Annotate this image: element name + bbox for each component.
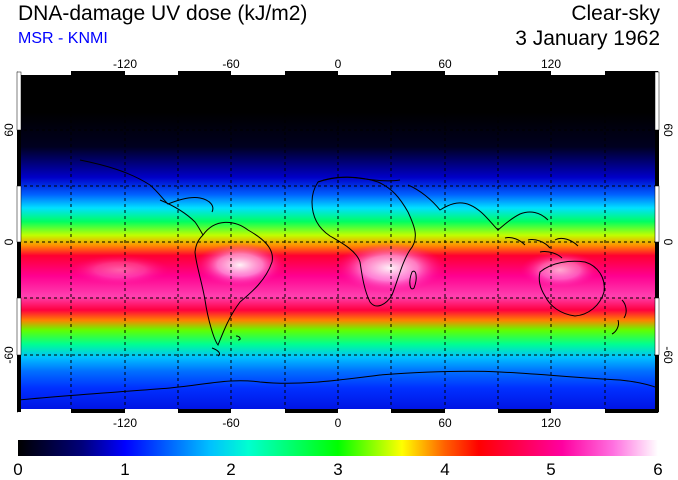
colorbar-label-1: 1 — [120, 460, 129, 479]
axis-bar-segment — [17, 130, 21, 186]
lat-label-left-0: 0 — [2, 238, 16, 245]
axis-bar-segment — [498, 409, 551, 413]
axis-bar-segment — [654, 71, 660, 131]
axis-bar-segment — [71, 409, 125, 413]
lat-label-left-60n: 60 — [2, 123, 16, 137]
uv-hotspot-australia — [520, 252, 600, 288]
lat-label-left-60s: -60 — [2, 346, 16, 364]
axis-bar-segment — [18, 409, 71, 413]
lon-label-top-0: 0 — [335, 57, 342, 71]
coastline-asia — [407, 184, 549, 231]
axis-bar-segment — [71, 71, 125, 75]
axis-bar-segment — [654, 185, 660, 243]
axis-bar-left — [16, 71, 22, 412]
coastline-north-america — [79, 159, 214, 213]
axis-bar-segment — [16, 71, 22, 131]
axis-bar-segment — [285, 409, 338, 413]
lat-label-right-60s: -60 — [661, 346, 675, 364]
axis-bar-segment — [231, 71, 285, 75]
coastline-madagascar — [409, 270, 417, 290]
axis-bar-segment — [605, 71, 658, 75]
axis-bar-segment — [18, 71, 71, 75]
coastline-africa — [311, 176, 416, 307]
axis-bar-segment — [498, 71, 551, 75]
colorbar-label-6: 6 — [653, 460, 662, 479]
axis-bar-segment — [655, 130, 659, 186]
gridlines — [18, 72, 658, 412]
axis-bar-segment — [17, 242, 21, 298]
sky-condition-label: Clear-sky — [571, 2, 660, 25]
lon-label-top-60e: 60 — [438, 57, 452, 71]
axis-bar-segment — [551, 71, 605, 75]
axis-bar-segment — [16, 185, 22, 243]
axis-bar-segment — [125, 71, 178, 75]
uv-hotspot-africa — [335, 243, 445, 293]
axis-bar-segment — [445, 409, 498, 413]
axis-bar-segment — [655, 242, 659, 298]
axis-bar-segment — [655, 355, 659, 412]
colorbar-label-5: 5 — [546, 460, 555, 479]
axis-bar-segment — [391, 409, 445, 413]
axis-bar-segment — [654, 297, 660, 356]
axis-bar-segment — [391, 71, 445, 75]
axis-bar-top — [18, 71, 658, 75]
colorbar-label-0: 0 — [13, 460, 22, 479]
colorbar-label-2: 2 — [226, 460, 235, 479]
coastline-mediterranean — [317, 176, 401, 183]
axis-bar-right — [654, 71, 660, 412]
colorbar-label-4: 4 — [440, 460, 449, 479]
coastline-antarctica — [18, 370, 658, 401]
colorbar — [18, 440, 658, 456]
axis-bar-segment — [285, 71, 338, 75]
axis-bar-bottom — [18, 409, 658, 413]
axis-bar-segment — [605, 409, 658, 413]
axis-bar-segment — [17, 355, 21, 412]
axis-bar-segment — [178, 71, 231, 75]
lon-label-bottom-60e: 60 — [438, 416, 452, 430]
axis-bar-segment — [338, 71, 391, 75]
axis-bar-segment — [16, 297, 22, 356]
coastline-new-zealand — [611, 299, 627, 335]
colorbar-label-3: 3 — [333, 460, 342, 479]
uv-hotspot-pacific — [70, 255, 170, 285]
lon-label-bottom-0: 0 — [335, 416, 342, 430]
coastline-indonesia — [504, 237, 579, 259]
lat-label-right-0: 0 — [661, 239, 675, 246]
coastlines — [18, 159, 658, 401]
axis-bar-segment — [125, 409, 178, 413]
lon-label-top-120e: 120 — [541, 57, 561, 71]
lat-label-right-60n: 60 — [661, 123, 675, 137]
lon-label-top-60w: -60 — [222, 57, 240, 71]
axis-bar-segment — [445, 71, 498, 75]
axis-bar-segment — [551, 409, 605, 413]
map-title: DNA-damage UV dose (kJ/m2) — [18, 2, 308, 25]
axis-bar-segment — [338, 409, 391, 413]
source-label: MSR - KNMI — [18, 30, 108, 47]
lon-label-top-120w: -120 — [113, 57, 137, 71]
lon-label-bottom-120e: 120 — [541, 416, 561, 430]
coastline-australia — [538, 260, 605, 317]
uv-hotspot-south-america — [195, 243, 285, 287]
axis-bar-segment — [231, 409, 285, 413]
date-label: 3 January 1962 — [515, 27, 660, 50]
coastline-central-america — [159, 199, 204, 236]
coastline-south-america — [194, 221, 273, 346]
lon-label-bottom-120w: -120 — [113, 416, 137, 430]
lon-label-bottom-60w: -60 — [222, 416, 240, 430]
axis-bar-segment — [178, 409, 231, 413]
